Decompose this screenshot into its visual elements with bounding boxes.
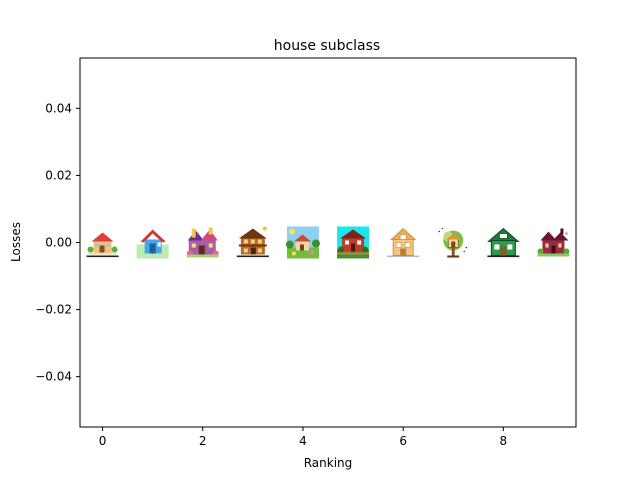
y-tick-label: −0.02 bbox=[35, 303, 72, 317]
house-icon-green-barn bbox=[486, 228, 520, 258]
chart-title: house subclass bbox=[274, 38, 380, 54]
house-icon-small-cottage bbox=[86, 232, 119, 258]
x-tick-label: 8 bbox=[500, 434, 508, 448]
y-axis: −0.04 −0.02 0.00 0.02 0.04 bbox=[35, 101, 80, 384]
x-tick-label: 0 bbox=[99, 434, 107, 448]
x-tick-label: 2 bbox=[199, 434, 207, 448]
y-tick-label: 0.04 bbox=[45, 101, 72, 115]
y-axis-label: Losses bbox=[9, 222, 23, 262]
x-axis: 0 2 4 6 8 bbox=[99, 427, 507, 448]
y-tick-label: −0.04 bbox=[35, 370, 72, 384]
x-axis-label: Ranking bbox=[304, 456, 353, 470]
y-tick-label: 0.00 bbox=[45, 236, 72, 250]
house-icon-tan-house bbox=[386, 228, 420, 258]
house-icon-cartoon-treehouse bbox=[437, 227, 468, 258]
y-tick-label: 0.02 bbox=[45, 168, 72, 182]
data-markers bbox=[86, 226, 570, 259]
house-icon-red-cottage-cyan-sky bbox=[337, 226, 370, 259]
house-icon-purple-castle bbox=[186, 227, 219, 258]
house-icon-blue-roof bbox=[136, 226, 169, 259]
house-icon-scenic-village bbox=[285, 226, 320, 259]
house-icon-brown-two-story bbox=[236, 226, 269, 258]
house-icon-maroon-mansion bbox=[537, 228, 570, 257]
x-tick-label: 4 bbox=[299, 434, 307, 448]
x-tick-label: 6 bbox=[399, 434, 407, 448]
